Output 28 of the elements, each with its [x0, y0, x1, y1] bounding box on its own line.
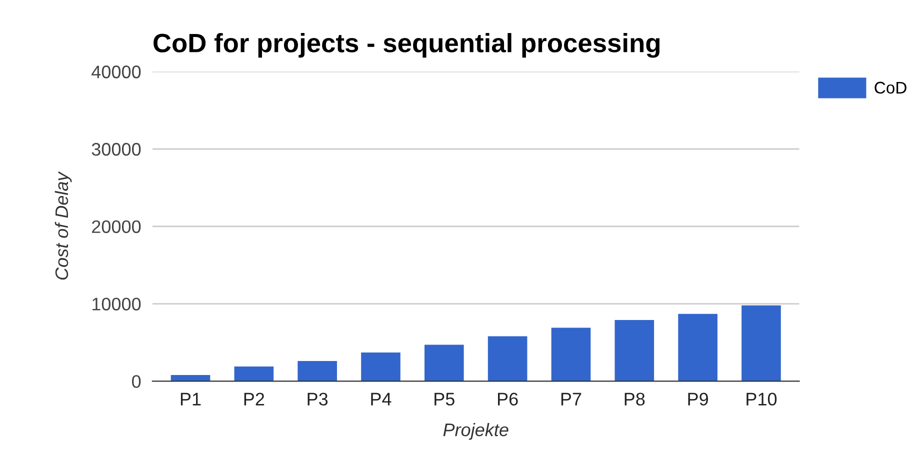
- y-tick-label: 30000: [92, 142, 141, 156]
- bar: [551, 328, 591, 382]
- x-tick-label: P8: [624, 392, 645, 406]
- x-axis-title: Projekte: [443, 422, 508, 440]
- bar: [298, 361, 337, 382]
- chart-title: CoD for projects - sequential processing: [154, 33, 660, 58]
- x-tick-label: P1: [180, 392, 201, 406]
- x-tick-label: P3: [308, 392, 328, 406]
- bar: [488, 336, 528, 382]
- y-tick-label: 20000: [92, 220, 141, 234]
- x-tick-label: P2: [244, 392, 264, 406]
- y-axis-title: Cost of Delay: [54, 171, 72, 280]
- bar: [361, 352, 400, 382]
- x-tick-label: P4: [371, 392, 392, 406]
- legend-label: CoD: [874, 82, 906, 94]
- x-tick-label: P5: [434, 392, 454, 406]
- y-tick-label: 10000: [92, 298, 141, 310]
- bar: [234, 366, 274, 382]
- bar: [424, 344, 464, 382]
- y-tick-label: 40000: [92, 66, 141, 78]
- x-tick-label: P10: [746, 392, 777, 406]
- y-tick-label: 0: [132, 375, 141, 388]
- bar: [614, 320, 654, 382]
- bar: [678, 314, 718, 382]
- x-tick-label: P6: [498, 392, 518, 406]
- x-tick-label: P7: [561, 392, 582, 406]
- bar: [742, 305, 781, 382]
- x-tick-label: P9: [688, 392, 708, 406]
